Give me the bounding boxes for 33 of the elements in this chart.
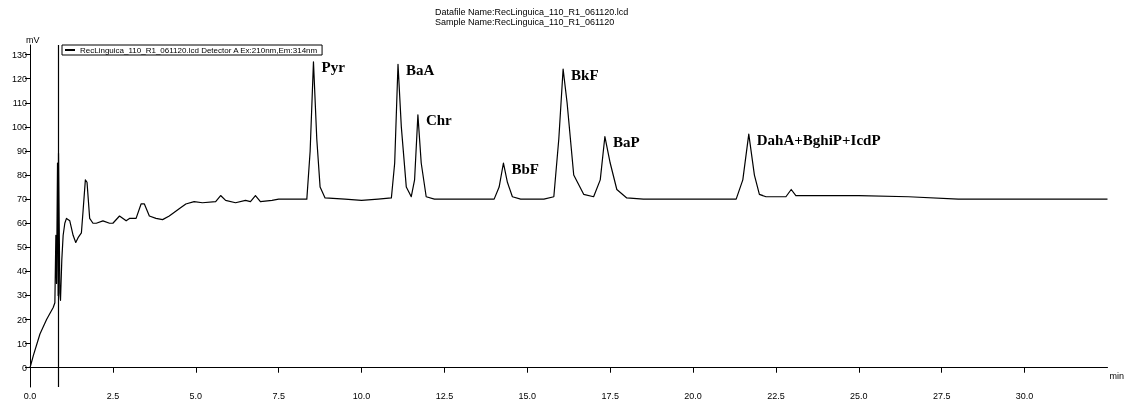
y-axis-title: mV (26, 34, 40, 45)
y-tick-label: 30 (16, 290, 27, 301)
x-tick-label: 20.0 (684, 390, 702, 401)
x-axis-title: min (1109, 371, 1125, 382)
legend-label: RecLinguica_110_R1_061120.lcd Detector A Ex:210nm,Em:314nm (80, 45, 318, 55)
x-tick-label: 5.0 (189, 390, 203, 401)
annotation: Chr (425, 112, 453, 129)
annotation: BaP (612, 134, 640, 151)
x-tick-label: 15.0 (518, 390, 537, 401)
annotation: BaA (406, 61, 435, 78)
y-tick-label: 60 (16, 218, 27, 229)
y-tick-label: 80 (16, 170, 27, 181)
x-tick-label: 30.0 (1015, 390, 1034, 401)
x-tick-label: 25.0 (850, 390, 868, 401)
x-tick-label: 2.5 (106, 390, 120, 401)
x-tick-label: 12.5 (435, 390, 454, 401)
y-tick-label: 90 (16, 145, 27, 156)
annotation: BbF (511, 160, 539, 177)
annotation: BkF (571, 66, 599, 83)
y-tick-label: 120 (11, 73, 27, 84)
x-tick-label: 27.5 (932, 390, 951, 401)
x-tick-label: 7.5 (272, 390, 285, 401)
chart-subtitle: Sample Name:RecLinguica_110_R1_061120 (435, 16, 615, 27)
annotation: Pyr (321, 59, 346, 76)
y-tick-label: 130 (11, 49, 27, 60)
y-tick-label: 110 (12, 97, 27, 108)
y-tick-label: 100 (11, 121, 27, 132)
chart-title: Datafile Name:RecLinguica_110_R1_061120.lcd (435, 6, 629, 17)
x-tick-label: 0.0 (23, 390, 37, 401)
x-tick-label: 10.0 (352, 390, 371, 401)
x-tick-label: 22.5 (767, 390, 785, 401)
x-tick-label: 17.5 (601, 390, 619, 401)
annotation: DahA+BghiP+IcdP (756, 131, 881, 148)
